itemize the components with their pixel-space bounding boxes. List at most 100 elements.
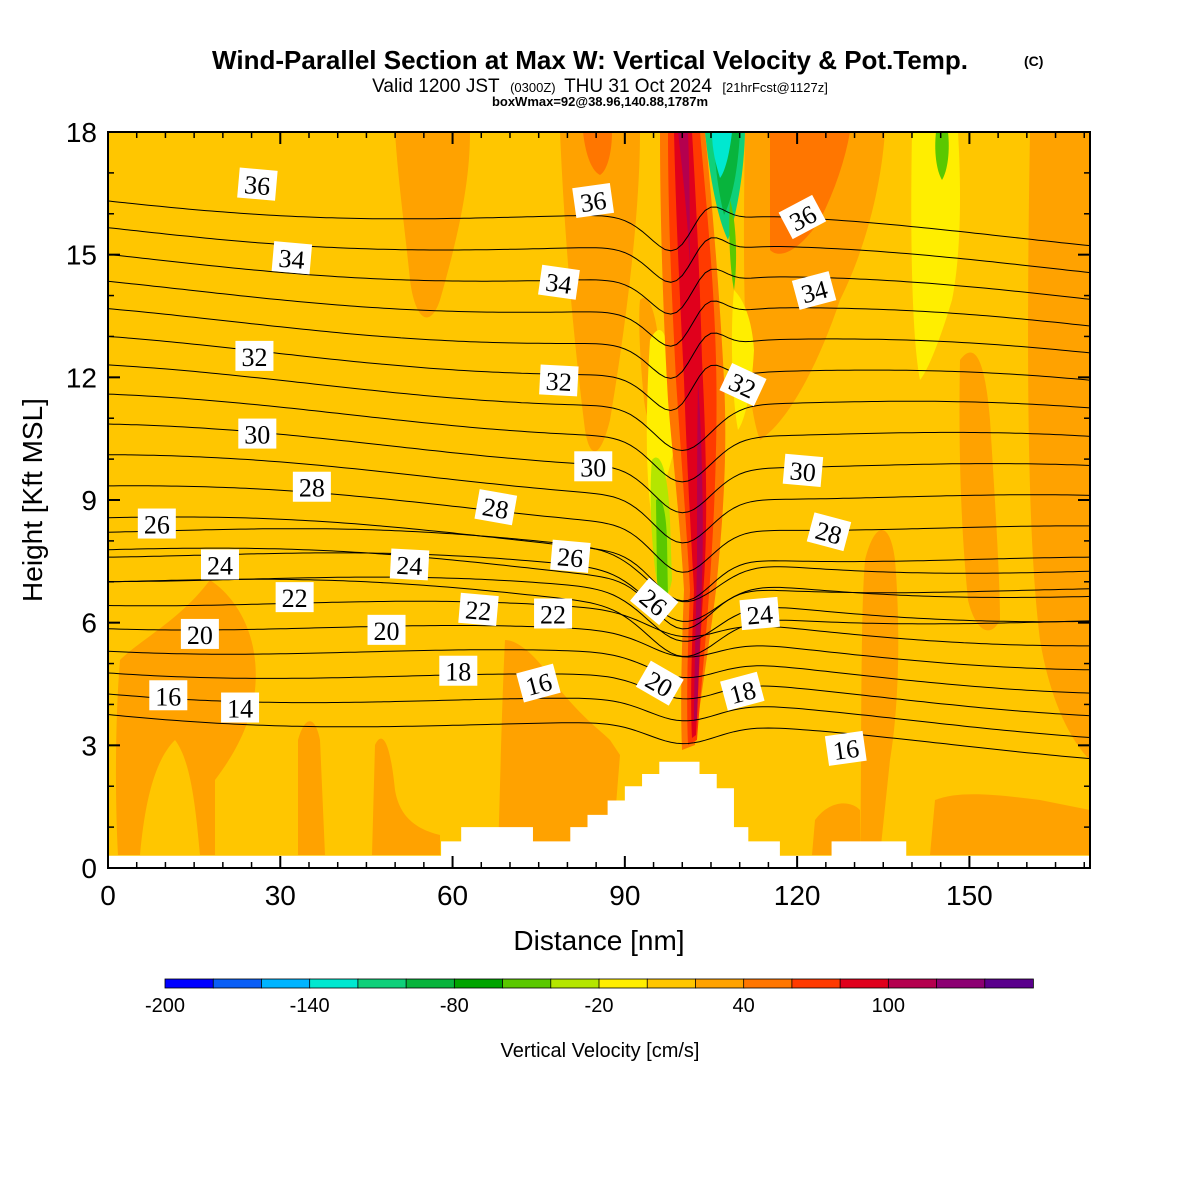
contour-label-text: 18 [445,658,471,687]
theta-contour-line [108,280,1090,347]
contour-label-text: 22 [540,600,566,629]
theta-contour-line [108,649,1090,694]
colorbar-tick-label: 40 [733,995,755,1017]
contour-label: 34 [538,264,580,300]
colorbar-swatch [405,978,456,989]
velocity-band-green [935,132,949,180]
y-tick-label: 18 [66,117,97,148]
y-tick-label: 6 [81,608,97,639]
contour-label: 22 [275,582,314,613]
x-tick-label: 90 [609,880,640,911]
contour-label-box [791,271,837,310]
contour-label-box [538,264,580,300]
x-tick-label: 0 [100,880,116,911]
x-tick-label: 120 [774,880,821,911]
contour-label-text: 26 [144,511,170,540]
y-tick-label: 9 [81,485,97,516]
theta-contour-line [108,714,1090,760]
contour-label-box [389,548,430,581]
contour-label-text: 30 [244,421,270,450]
y-tick-label: 15 [66,240,97,271]
contour-label-box [539,364,579,397]
velocity-band-orange [860,530,899,855]
contour-label-text: 30 [789,456,817,487]
contour-label: 16 [824,730,867,766]
contour-label-text: 26 [556,542,584,573]
velocity-band-orange [395,132,470,318]
subtitle-date: THU 31 Oct 2024 [564,76,712,97]
colorbar-tick-label: -200 [145,995,185,1017]
colorbar-swatch [261,978,311,989]
contour-label: 24 [200,549,239,580]
updraft-plume-core [678,132,703,722]
x-tick-label: 60 [437,880,468,911]
contour-label-text: 34 [278,244,306,275]
contour-label-text: 32 [241,343,267,372]
colorbar-swatch [502,978,552,989]
subtitle-forecast: [21hrFcst@1127z] [722,80,827,95]
contour-label-text: 32 [545,367,572,397]
contour-label: 22 [458,592,499,626]
contour-label-box [238,418,277,449]
velocity-band-orange [298,721,325,855]
colorbar-swatch [309,978,359,989]
colorbar-tick-label: -140 [290,995,330,1017]
contour-label-box [574,451,613,482]
velocity-band-orange [959,352,1000,631]
colorbar-swatch [357,978,407,989]
contour-label-box [200,549,239,580]
contour-label-box [439,655,478,686]
theta-contour-line [108,227,1090,283]
colorbar-swatch [839,978,890,989]
contour-label: 20 [367,614,406,646]
contour-label: 32 [719,362,767,407]
colorbar-swatch [791,978,841,989]
colorbar-swatch [695,978,745,989]
subtitle-utc: (0300Z) [510,80,556,95]
contour-label: 32 [235,340,274,372]
contour-label: 24 [389,548,430,581]
colorbar-swatch [550,978,600,989]
y-tick-label: 12 [66,362,97,393]
velocity-band-orange [930,794,1090,855]
contour-label: 22 [534,598,573,629]
contour-label-text: 24 [746,599,774,630]
contour-label-box [235,340,274,371]
colorbar [164,978,1034,989]
contour-label: 26 [550,539,591,573]
contour-label-box [782,453,824,487]
theta-contour-line [108,578,1090,657]
contour-label: 18 [720,671,765,711]
contour-label-text: 24 [396,551,423,581]
colorbar-tick-label: 100 [872,995,905,1017]
contour-label: 28 [474,489,518,526]
contour-label-box [271,241,313,275]
y-tick-label: 0 [81,853,97,884]
theta-contour-line [108,576,1090,642]
contour-label: 18 [439,655,478,687]
colorbar-swatch [212,978,263,989]
contour-label-box [635,660,684,706]
colorbar-label: Vertical Velocity [cm/s] [501,1040,700,1062]
contour-label-text: 28 [299,474,325,503]
contour-label: 24 [739,596,780,631]
contour-label-box [630,577,679,626]
colorbar-swatch [936,978,986,989]
contour-label: 28 [292,471,331,503]
velocity-band-dark-orange [583,132,612,175]
theta-contour-line [108,485,1090,573]
contour-label-text: 16 [831,734,861,766]
contour-label-text: 36 [243,170,271,201]
contour-label-text: 22 [282,584,308,613]
contour-label: 14 [221,692,260,724]
theta-contour-line [108,308,1090,379]
contour-label-text: 36 [578,186,608,218]
theta-contour-line [108,393,1090,483]
contour-label: 16 [516,663,561,703]
colorbar-swatch [598,978,649,989]
copyright-mark: (C) [1024,53,1043,69]
contour-label-box [516,663,561,703]
y-tick-label: 3 [81,730,97,761]
velocity-band-orange [115,580,256,855]
